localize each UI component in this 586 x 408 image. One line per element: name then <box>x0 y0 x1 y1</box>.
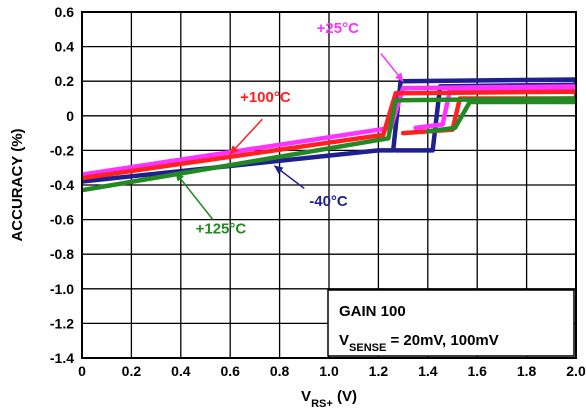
conditions-vsense-main: V <box>339 332 349 349</box>
x-tick-labels: 0 0.2 0.4 0.6 0.8 1.0 1.2 1.4 1.6 1.8 2.0 <box>78 363 586 379</box>
conditions-vsense-rest: = 20mV, 100mV <box>386 332 498 349</box>
x-axis-label-unit: (V) <box>333 388 357 405</box>
y-axis-label: ACCURACY (%) <box>9 128 26 241</box>
series-line-125c <box>82 96 576 193</box>
conditions-vsense-sub: SENSE <box>349 342 386 354</box>
series-layer <box>82 77 576 193</box>
plot-frame <box>81 11 577 359</box>
x-tick-label: 1.8 <box>517 363 537 379</box>
annotation-label-25c: +25°C <box>317 20 359 37</box>
series-line-100c <box>82 89 576 181</box>
annotation-label-40c: -40°C <box>309 193 348 210</box>
conditions-gain: GAIN 100 <box>339 303 406 320</box>
x-tick-label: 1.2 <box>369 363 389 379</box>
annotation-arrow-40c <box>273 165 305 190</box>
annotation-arrow-100c <box>229 118 263 155</box>
conditions-box-frame <box>327 289 575 357</box>
x-tick-label: 1.6 <box>467 363 487 379</box>
x-axis-label: VRS+ (V) <box>301 388 357 408</box>
y-tick-label: 0 <box>66 108 74 124</box>
y-tick-label: -0.6 <box>50 212 74 228</box>
y-tick-label: 0.6 <box>55 4 75 20</box>
y-tick-labels: 0.6 0.4 0.2 0 -0.2 -0.4 -0.6 -0.8 -1.0 -1.2 -1.4 <box>50 4 74 366</box>
annotation-arrow-25c <box>380 53 404 82</box>
annotation-arrow-125c <box>175 172 214 221</box>
annotation-label-100c: +100°C <box>240 89 291 106</box>
conditions-vsense: VSENSE = 20mV, 100mV <box>339 332 499 354</box>
conditions-box: GAIN 100 VSENSE = 20mV, 100mV <box>327 289 575 357</box>
x-tick-label: 0 <box>78 363 86 379</box>
x-tick-label: 2.0 <box>566 363 586 379</box>
grid-lines <box>82 12 576 358</box>
x-tick-label: 1.0 <box>319 363 339 379</box>
x-axis-label-sub: RS+ <box>311 398 333 408</box>
y-tick-label: 0.4 <box>55 39 75 55</box>
x-tick-label: 0.8 <box>270 363 290 379</box>
annotation-layer: +25°C +100°C -40°C +125°C <box>175 20 404 237</box>
y-tick-label: -0.2 <box>50 142 74 158</box>
annotation-label-125c: +125°C <box>196 220 247 237</box>
y-tick-label: -0.4 <box>50 177 74 193</box>
x-tick-label: 1.4 <box>418 363 438 379</box>
x-axis-label-main: V <box>301 388 311 405</box>
y-tick-label: -1.4 <box>50 350 74 366</box>
y-tick-label: -1.0 <box>50 281 74 297</box>
x-tick-label: 0.6 <box>220 363 240 379</box>
y-tick-label: 0.2 <box>55 73 75 89</box>
x-tick-label: 0.2 <box>122 363 142 379</box>
x-tick-label: 0.4 <box>171 363 191 379</box>
y-tick-label: -0.8 <box>50 246 74 262</box>
y-tick-label: -1.2 <box>50 315 74 331</box>
series-line-40c <box>82 77 576 184</box>
